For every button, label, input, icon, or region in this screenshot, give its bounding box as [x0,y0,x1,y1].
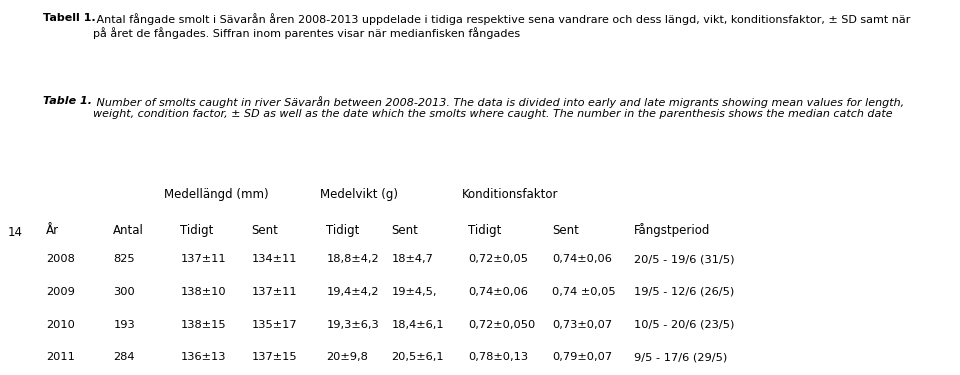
Text: 20,5±6,1: 20,5±6,1 [392,352,444,362]
Text: År: År [46,224,60,237]
Text: 19/5 - 12/6 (26/5): 19/5 - 12/6 (26/5) [634,287,733,297]
Text: 14: 14 [8,226,23,239]
Text: 10/5 - 20/6 (23/5): 10/5 - 20/6 (23/5) [634,320,734,330]
Text: Antal: Antal [113,224,144,237]
Text: 18±4,7: 18±4,7 [392,254,434,264]
Text: 138±15: 138±15 [180,320,227,330]
Text: 2008: 2008 [46,254,75,264]
Text: 138±10: 138±10 [180,287,227,297]
Text: 20±9,8: 20±9,8 [326,352,369,362]
Text: Tidigt: Tidigt [468,224,502,237]
Text: Sent: Sent [392,224,419,237]
Text: Table 1.: Table 1. [43,96,92,106]
Text: Konditionsfaktor: Konditionsfaktor [462,188,559,201]
Text: 135±17: 135±17 [252,320,298,330]
Text: 0,74±0,06: 0,74±0,06 [468,287,528,297]
Text: 19,4±4,2: 19,4±4,2 [326,287,379,297]
Text: 0,78±0,13: 0,78±0,13 [468,352,529,362]
Text: 193: 193 [113,320,135,330]
Text: 0,72±0,050: 0,72±0,050 [468,320,536,330]
Text: Antal fångade smolt i Sävarån åren 2008-2013 uppdelade i tidiga respektive sena : Antal fångade smolt i Sävarån åren 2008-… [93,13,910,39]
Text: 0,74±0,06: 0,74±0,06 [552,254,612,264]
Text: Sent: Sent [252,224,278,237]
Text: 2009: 2009 [46,287,75,297]
Text: 300: 300 [113,287,135,297]
Text: RESULTAT: RESULTAT [916,150,929,225]
Text: 825: 825 [113,254,135,264]
Text: 136±13: 136±13 [180,352,226,362]
Text: 19,3±6,3: 19,3±6,3 [326,320,379,330]
Text: 18,8±4,2: 18,8±4,2 [326,254,379,264]
Text: 2011: 2011 [46,352,75,362]
Text: 18,4±6,1: 18,4±6,1 [392,320,444,330]
Text: Tidigt: Tidigt [180,224,214,237]
Text: Tabell 1.: Tabell 1. [43,13,96,23]
Text: Sent: Sent [552,224,579,237]
Text: 137±11: 137±11 [252,287,298,297]
Text: 0,72±0,05: 0,72±0,05 [468,254,528,264]
Text: Medellängd (mm): Medellängd (mm) [164,188,268,201]
Text: 2010: 2010 [46,320,75,330]
Text: Tidigt: Tidigt [326,224,360,237]
Text: 0,73±0,07: 0,73±0,07 [552,320,612,330]
Text: 137±11: 137±11 [180,254,227,264]
Text: 284: 284 [113,352,134,362]
Text: 0,79±0,07: 0,79±0,07 [552,352,612,362]
Text: 134±11: 134±11 [252,254,297,264]
Text: 19±4,5,: 19±4,5, [392,287,437,297]
Text: 9/5 - 17/6 (29/5): 9/5 - 17/6 (29/5) [634,352,727,362]
Text: 20/5 - 19/6 (31/5): 20/5 - 19/6 (31/5) [634,254,734,264]
Text: Number of smolts caught in river Sävarån between 2008-2013. The data is divided : Number of smolts caught in river Sävarån… [93,96,904,119]
Text: 137±15: 137±15 [252,352,298,362]
Text: 0,74 ±0,05: 0,74 ±0,05 [552,287,615,297]
Text: Fångstperiod: Fångstperiod [634,223,710,237]
Text: Medelvikt (g): Medelvikt (g) [320,188,398,201]
